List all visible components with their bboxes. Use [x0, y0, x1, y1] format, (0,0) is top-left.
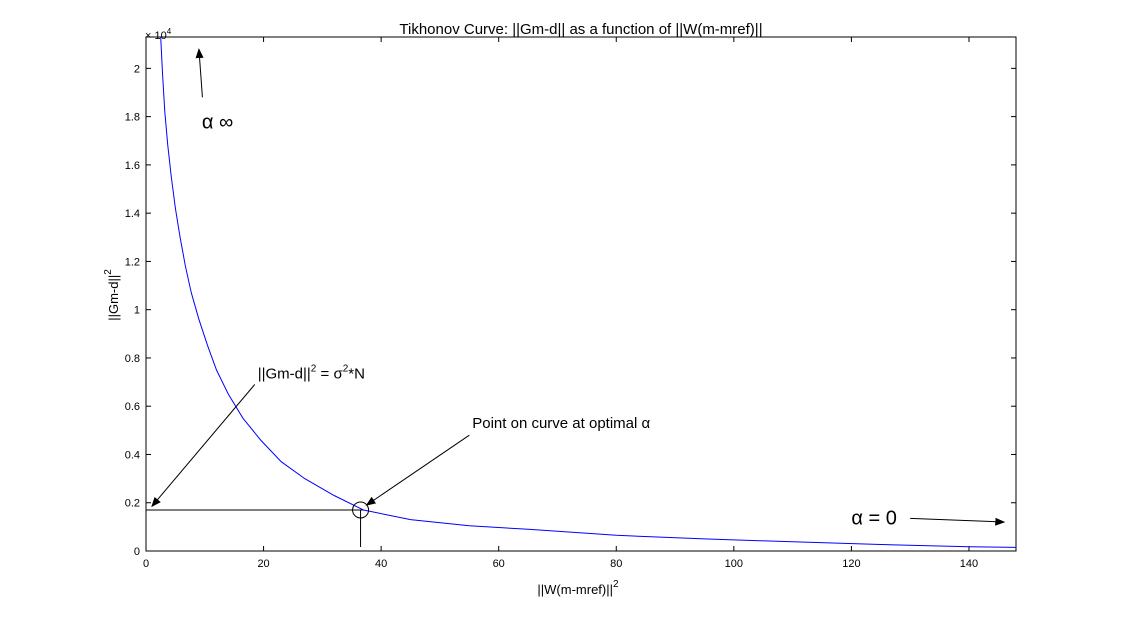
y-tick-label: 1.2: [125, 256, 140, 268]
axis-ticks: 0 20 40 60 80 100 120 140 0 0.2 0.4 0.6 0.8 1 1.2 1.4 1.…: [125, 37, 1016, 570]
annotation-layer: α ∞ α = 0 ||Gm-d||2 = σ2*N Point on curv…: [151, 48, 1006, 529]
y-tick-label: 0.6: [125, 401, 140, 413]
y-tick-label: 0.2: [125, 498, 140, 510]
y-tick-label: 1.6: [125, 160, 140, 172]
misfit-arrow: [151, 384, 256, 508]
y-tick-label: 0: [134, 546, 140, 558]
optimal-point-arrow: [365, 434, 470, 506]
alpha-zero-label: α = 0: [851, 507, 896, 529]
optimal-point-label: Point on curve at optimal α: [472, 415, 650, 432]
chart-title: Tikhonov Curve: ||Gm-d|| as a function o…: [399, 21, 762, 38]
x-tick-label: 20: [257, 558, 269, 570]
y-axis-title: ||Gm-d||2: [103, 269, 121, 321]
x-tick-label: 80: [610, 558, 622, 570]
x-tick-label: 140: [960, 558, 978, 570]
plot-area: [145, 36, 1017, 552]
misfit-equation-label: ||Gm-d||2 = σ2*N: [258, 363, 365, 382]
alpha-infinity-arrow: [195, 48, 204, 98]
y-tick-label: 1: [134, 305, 140, 317]
x-tick-label: 0: [143, 558, 149, 570]
y-tick-label: 0.4: [125, 449, 140, 461]
y-tick-label: 1.8: [125, 112, 140, 124]
x-tick-label: 40: [375, 558, 387, 570]
tikhonov-curve: [160, 37, 1016, 548]
alpha-infinity-label: α ∞: [202, 112, 233, 134]
x-axis-title: ||W(m-mref)||2: [537, 579, 619, 597]
alpha-zero-arrow: [910, 517, 1006, 526]
x-tick-label: 120: [842, 558, 860, 570]
y-tick-label: 2: [134, 63, 140, 75]
x-tick-label: 60: [493, 558, 505, 570]
data-layer: [146, 37, 1016, 548]
y-tick-label: 0.8: [125, 353, 140, 365]
x-tick-label: 100: [725, 558, 743, 570]
y-tick-label: 1.4: [125, 208, 140, 220]
